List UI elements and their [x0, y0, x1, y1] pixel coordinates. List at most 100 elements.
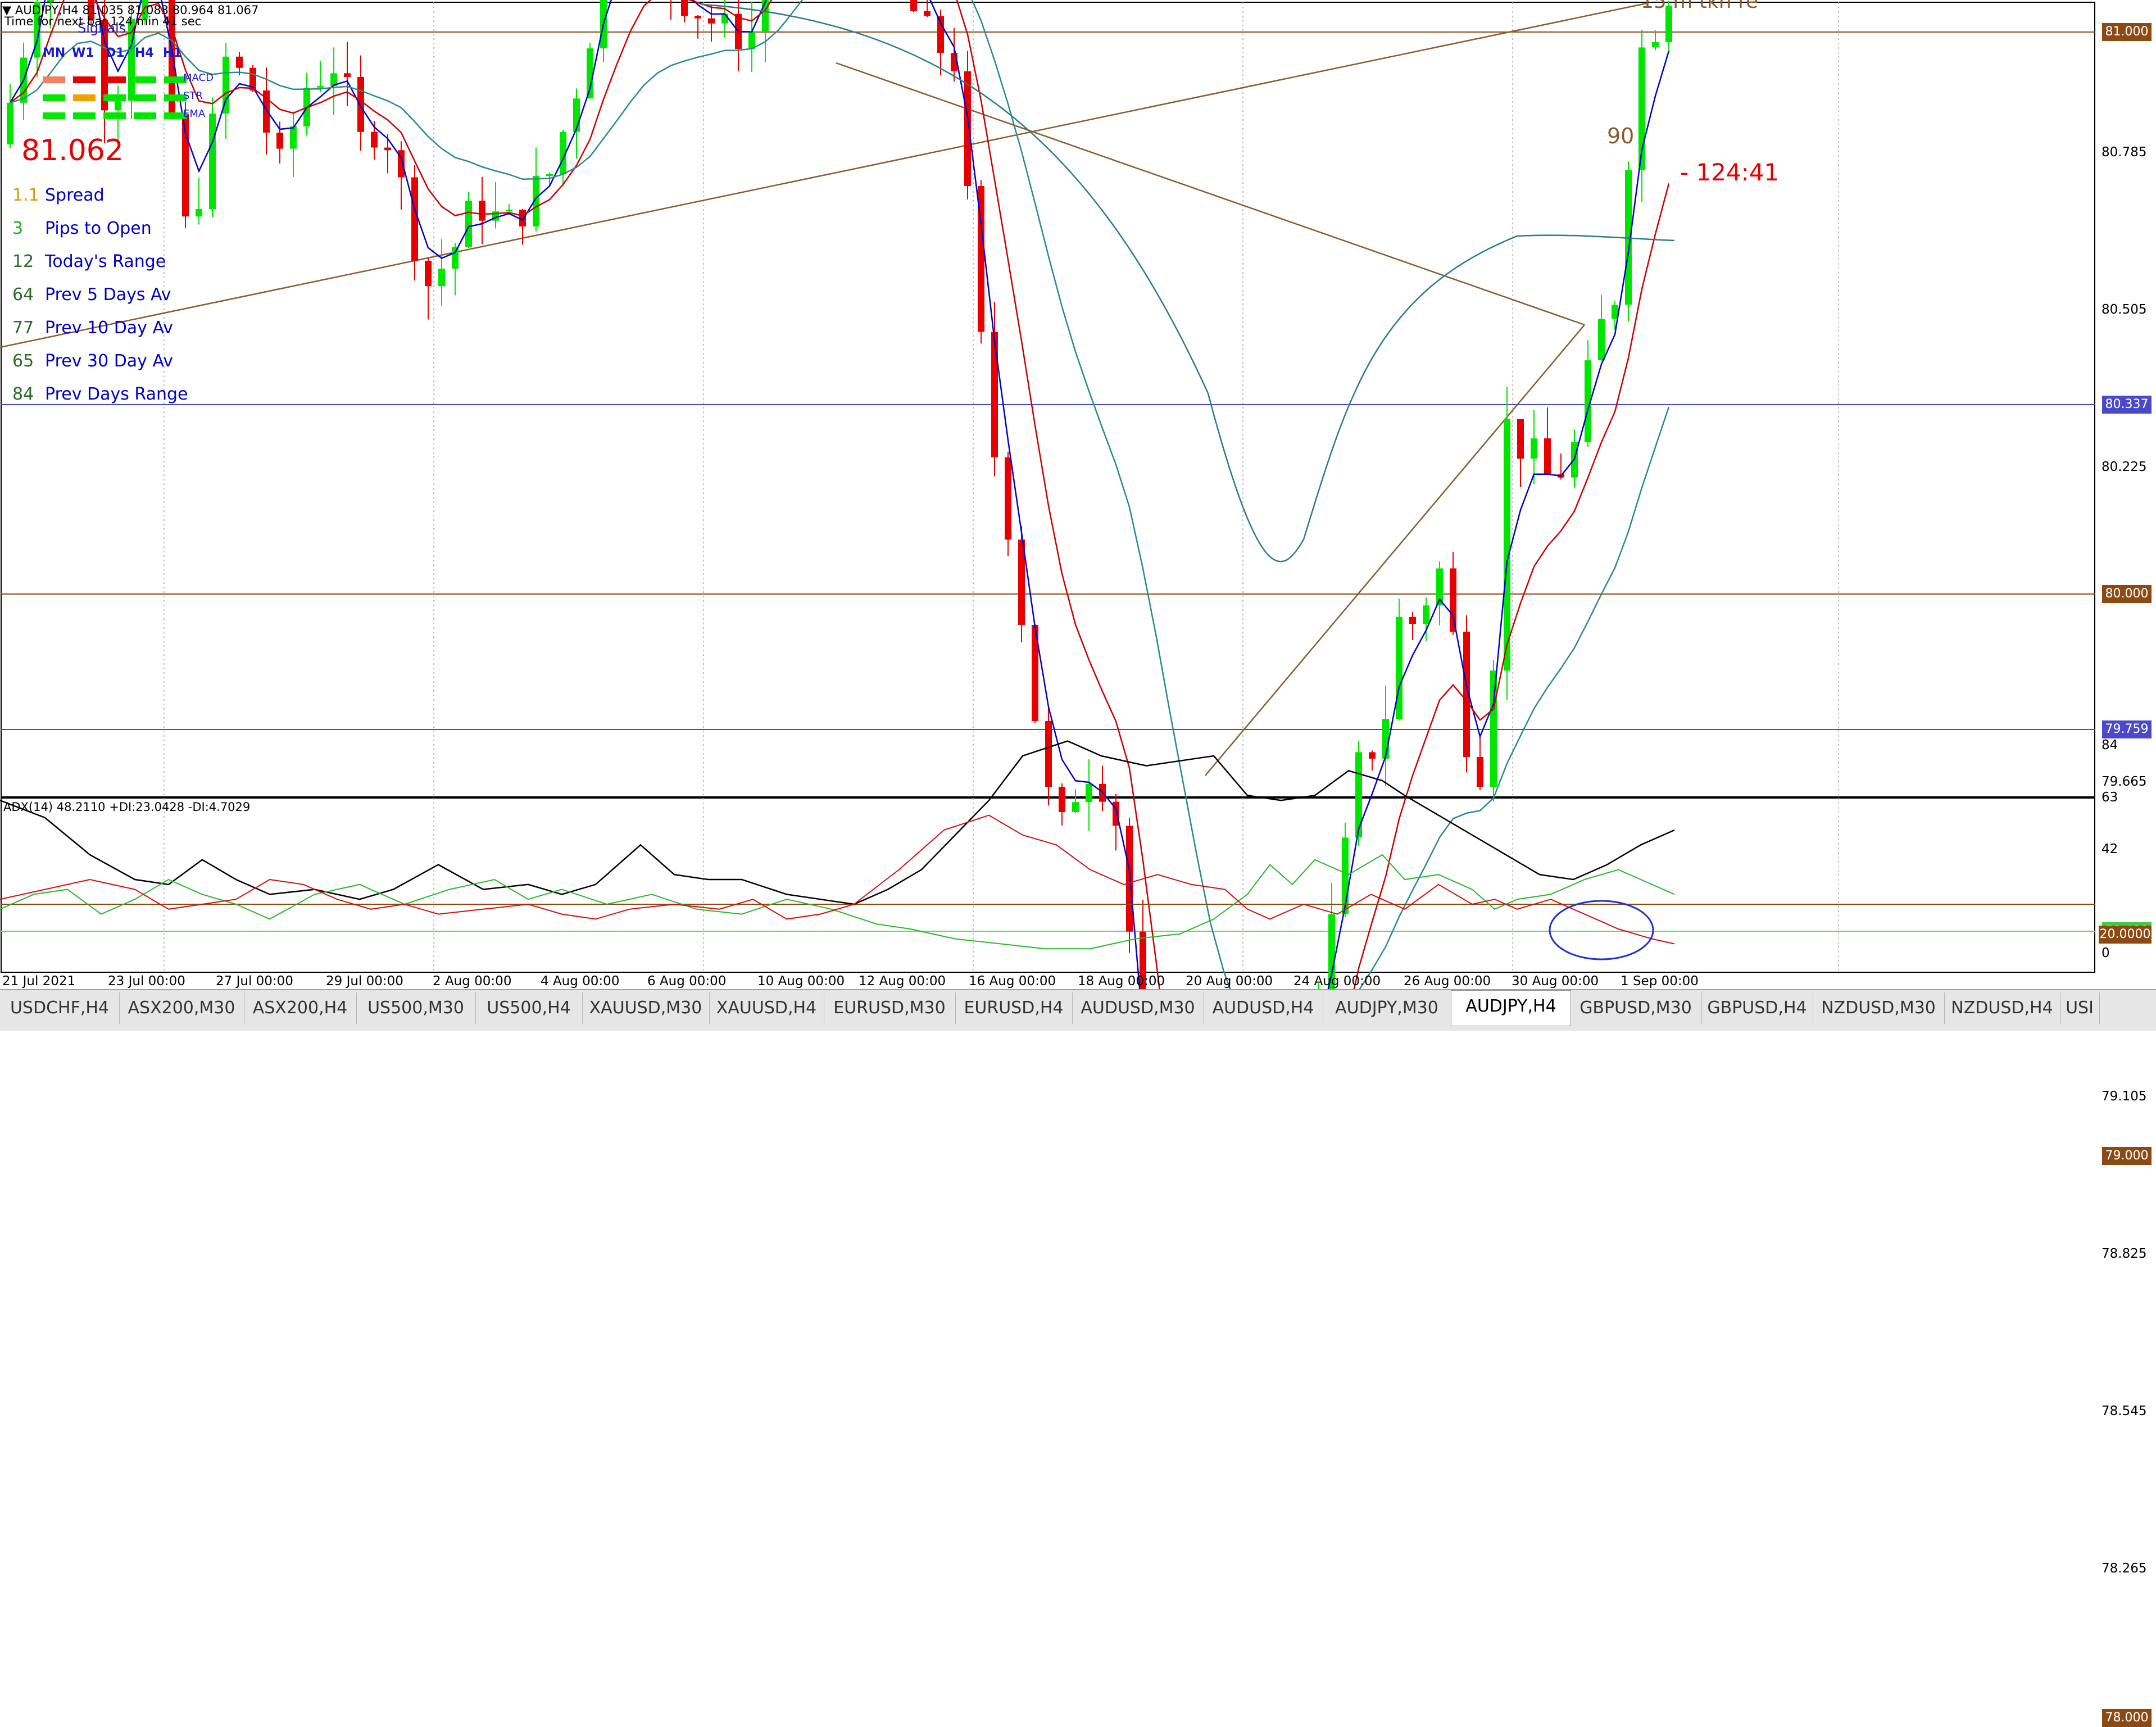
candle-bear: [357, 77, 364, 132]
stat-value: 84: [12, 384, 34, 404]
time-axis-label: 20 Aug 00:00: [1186, 974, 1273, 989]
time-axis-label: 26 Aug 00:00: [1404, 974, 1491, 989]
candle-bear: [1463, 632, 1470, 757]
candle-bear: [169, 0, 175, 115]
candle-bull: [209, 113, 216, 210]
candle-bull: [438, 268, 445, 287]
chart-tab[interactable]: US500,M30: [356, 992, 476, 1024]
time-axis-label: 29 Jul 00:00: [326, 974, 403, 989]
chart-tab[interactable]: GBPUSD,H4: [1701, 992, 1813, 1024]
candle-bear: [924, 11, 931, 16]
chart-tab[interactable]: AUDJPY,M30: [1323, 992, 1451, 1024]
chart-tab[interactable]: AUDUSD,H4: [1204, 992, 1323, 1024]
candle-bear: [1032, 624, 1038, 722]
chart-tab[interactable]: AUDUSD,M30: [1072, 992, 1204, 1024]
candle-bull: [1612, 305, 1618, 319]
signal-label-ema: EMA: [183, 108, 206, 120]
candle-bear: [276, 133, 283, 149]
time-axis-label: 21 Jul 2021: [2, 974, 76, 989]
chart-tab[interactable]: ASX200,M30: [119, 992, 244, 1024]
candle-bull: [7, 102, 13, 144]
signal-dash: [103, 76, 126, 83]
chart-tab[interactable]: XAUUSD,M30: [582, 992, 710, 1024]
candle-bear: [384, 147, 391, 151]
time-axis-label: 4 Aug 00:00: [541, 974, 620, 989]
stat-value: 12: [12, 252, 34, 271]
time-axis-label: 12 Aug 00:00: [859, 974, 946, 989]
candle-bear: [1059, 787, 1065, 812]
candle-bull: [223, 56, 229, 114]
candle-bull: [533, 176, 539, 226]
candle-bear: [1544, 438, 1551, 474]
candle-bull: [1652, 42, 1659, 48]
chart-tab[interactable]: NZDUSD,H4: [1944, 992, 2060, 1024]
time-axis-label: 1 Sep 00:00: [1621, 974, 1699, 989]
stat-row: 3 Pips to Open: [12, 219, 152, 238]
chart-tab[interactable]: ASX200,H4: [244, 992, 357, 1024]
price-chart[interactable]: [0, 0, 2156, 989]
chart-tab[interactable]: XAUUSD,H4: [709, 992, 824, 1024]
candle-bear: [910, 0, 917, 11]
stat-value: 64: [12, 285, 34, 305]
trendline-label: 15 m tkn re: [1641, 0, 1759, 13]
candle-bull: [1086, 783, 1092, 803]
price-tag: 78.000: [2102, 1709, 2152, 1727]
stat-label: Prev 30 Day Av: [45, 351, 173, 371]
chart-tab[interactable]: NZDUSD,M30: [1813, 992, 1945, 1024]
signal-dash: [43, 112, 65, 119]
stat-label: Prev 5 Days Av: [45, 285, 171, 305]
signal-dash: [134, 112, 156, 119]
stat-value: 65: [12, 351, 34, 371]
candle-bear: [681, 0, 688, 16]
tf-h1: H1: [163, 46, 182, 60]
candle-bull: [196, 209, 202, 217]
candle-bear: [411, 177, 418, 261]
stat-row: 84 Prev Days Range: [12, 384, 188, 404]
current-price-big: 81.062: [21, 134, 124, 167]
time-axis-label: 24 Aug 00:00: [1293, 974, 1381, 989]
time-axis-label: 2 Aug 00:00: [433, 974, 512, 989]
candle-bear: [695, 16, 701, 19]
adx-panel-frame: [1, 797, 2095, 973]
candle-bear: [1450, 568, 1456, 632]
stat-label: Today's Range: [45, 252, 166, 271]
ema-long-line: [702, 3, 1675, 563]
candle-bear: [236, 56, 243, 68]
rising-trendline: [0, 2, 1647, 348]
candle-bull: [452, 247, 459, 269]
tf-d1: D1: [106, 46, 125, 60]
candle-bull: [34, 2, 40, 58]
signal-dash: [43, 76, 65, 83]
candle-bear: [479, 201, 485, 221]
time-axis-label: 6 Aug 00:00: [647, 974, 727, 989]
main-panel-frame: [1, 2, 2095, 797]
candle-bull: [47, 0, 54, 2]
chart-tab[interactable]: AUDJPY,H4: [1451, 990, 1571, 1026]
chart-tab[interactable]: USI: [2060, 992, 2100, 1024]
chart-tab[interactable]: GBPUSD,M30: [1570, 992, 1702, 1024]
tf-h4: H4: [135, 46, 154, 60]
candle-bull: [1328, 914, 1335, 989]
price-tag: 80.000: [2102, 585, 2152, 603]
time-axis-label: 27 Jul 00:00: [216, 974, 293, 989]
adx-axis-label: 63: [2101, 790, 2118, 805]
candle-bear: [371, 132, 378, 148]
chart-tab[interactable]: US500,H4: [475, 992, 583, 1024]
candle-bull: [1396, 617, 1402, 719]
candle-bear: [1369, 752, 1376, 759]
ema-fast-line: [9, 0, 1670, 989]
dropdown-triangle-icon[interactable]: ▼: [2, 3, 15, 17]
signal-dash: [73, 94, 96, 101]
plus-di-line: [0, 854, 1675, 950]
chart-tab[interactable]: USDCHF,H4: [0, 992, 120, 1024]
chart-tab[interactable]: EURUSD,M30: [824, 992, 956, 1024]
stat-row: 64 Prev 5 Days Av: [12, 285, 171, 305]
signal-dash: [103, 94, 126, 101]
chart-tab[interactable]: EURUSD,H4: [955, 992, 1073, 1024]
candle-bull: [1625, 170, 1632, 305]
signal-dash: [164, 112, 187, 119]
signal-dash: [134, 76, 156, 83]
candle-bull: [762, 0, 769, 33]
adx-axis-label: 42: [2101, 842, 2118, 857]
